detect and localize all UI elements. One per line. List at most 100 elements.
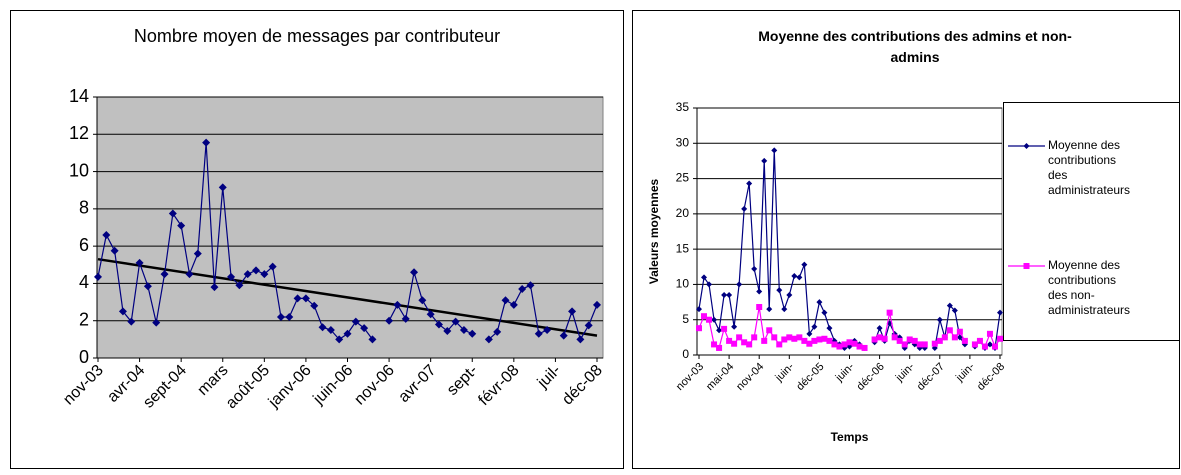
data-point bbox=[736, 334, 743, 341]
y-tick-label: 14 bbox=[69, 86, 89, 106]
y-tick-label: 30 bbox=[676, 135, 690, 149]
data-point bbox=[956, 334, 963, 341]
data-point bbox=[746, 180, 753, 187]
data-point bbox=[941, 334, 948, 341]
data-point bbox=[771, 334, 778, 341]
data-point bbox=[791, 272, 798, 279]
data-point bbox=[836, 343, 843, 350]
data-point bbox=[1023, 263, 1030, 269]
data-point bbox=[776, 341, 783, 348]
data-point bbox=[443, 326, 452, 335]
legend-label: Moyenne des contributions des non-administ… bbox=[1048, 258, 1130, 317]
chart-title: Nombre moyen de messages par contributeu… bbox=[134, 26, 500, 46]
data-point bbox=[543, 326, 552, 335]
data-point bbox=[301, 294, 310, 303]
y-tick-label: 35 bbox=[676, 100, 690, 114]
data-point bbox=[152, 318, 161, 327]
data-point bbox=[746, 341, 753, 348]
data-point bbox=[961, 337, 968, 344]
data-point bbox=[716, 327, 723, 334]
data-point bbox=[881, 335, 888, 342]
data-point bbox=[401, 314, 410, 323]
data-point bbox=[118, 307, 127, 316]
data-point bbox=[143, 282, 152, 291]
data-point bbox=[726, 337, 733, 344]
data-point bbox=[243, 270, 252, 279]
data-point bbox=[711, 341, 718, 348]
data-point bbox=[846, 339, 853, 346]
data-point bbox=[509, 300, 518, 309]
data-point bbox=[160, 270, 169, 279]
data-point bbox=[936, 316, 943, 323]
data-point bbox=[721, 325, 728, 332]
data-point bbox=[811, 323, 818, 330]
data-point bbox=[951, 307, 958, 314]
data-point bbox=[871, 336, 878, 343]
data-point bbox=[360, 324, 369, 333]
y-tick-label: 10 bbox=[69, 160, 89, 180]
data-point bbox=[210, 283, 219, 292]
data-point bbox=[711, 316, 718, 323]
data-point bbox=[202, 138, 211, 147]
data-point bbox=[906, 336, 913, 343]
data-point bbox=[956, 328, 963, 335]
y-tick-label: 12 bbox=[69, 123, 89, 143]
data-point bbox=[721, 292, 728, 299]
data-point bbox=[268, 262, 277, 271]
data-point bbox=[501, 296, 510, 305]
plot-area bbox=[696, 107, 1003, 356]
data-point bbox=[806, 330, 813, 337]
data-point bbox=[731, 323, 738, 330]
data-point bbox=[916, 341, 923, 348]
y-tick-label: 15 bbox=[676, 241, 690, 255]
data-point bbox=[776, 287, 783, 294]
y-tick-label: 10 bbox=[676, 277, 690, 291]
data-point bbox=[1023, 143, 1030, 149]
data-point bbox=[801, 261, 808, 268]
data-point bbox=[986, 341, 993, 348]
data-point bbox=[393, 300, 402, 309]
data-point bbox=[701, 313, 708, 320]
data-point bbox=[716, 344, 723, 351]
data-point bbox=[260, 270, 269, 279]
data-point bbox=[921, 341, 928, 348]
data-point bbox=[901, 341, 908, 348]
data-point bbox=[526, 281, 535, 290]
data-point bbox=[756, 304, 763, 311]
y-tick-label: 5 bbox=[682, 312, 689, 326]
data-point bbox=[781, 306, 788, 313]
legend bbox=[1003, 102, 1180, 341]
data-point bbox=[235, 281, 244, 290]
data-point bbox=[936, 337, 943, 344]
data-point bbox=[886, 309, 893, 316]
data-point bbox=[518, 285, 527, 294]
data-point bbox=[276, 312, 285, 321]
data-point bbox=[468, 329, 477, 338]
data-point bbox=[285, 312, 294, 321]
data-point bbox=[761, 157, 768, 164]
data-point bbox=[856, 343, 863, 350]
data-point bbox=[971, 341, 978, 348]
data-point bbox=[451, 317, 460, 326]
data-point bbox=[576, 335, 585, 344]
data-point bbox=[410, 268, 419, 277]
data-point bbox=[559, 331, 568, 340]
data-point bbox=[816, 336, 823, 343]
data-point bbox=[110, 246, 119, 255]
x-axis-label: Temps bbox=[831, 430, 869, 444]
data-point bbox=[252, 266, 261, 275]
data-point bbox=[876, 334, 883, 341]
data-point bbox=[806, 340, 813, 347]
plot-area bbox=[96, 96, 604, 359]
legend-label: Moyenne des contributions des administrateu… bbox=[1048, 138, 1130, 197]
data-point bbox=[981, 343, 988, 350]
data-point bbox=[986, 330, 993, 337]
y-tick-label: 6 bbox=[79, 235, 89, 255]
data-point bbox=[177, 221, 186, 230]
data-point bbox=[826, 337, 833, 344]
data-point bbox=[781, 336, 788, 343]
data-point bbox=[821, 335, 828, 342]
data-point bbox=[831, 341, 838, 348]
y-tick-label: 0 bbox=[682, 347, 689, 361]
